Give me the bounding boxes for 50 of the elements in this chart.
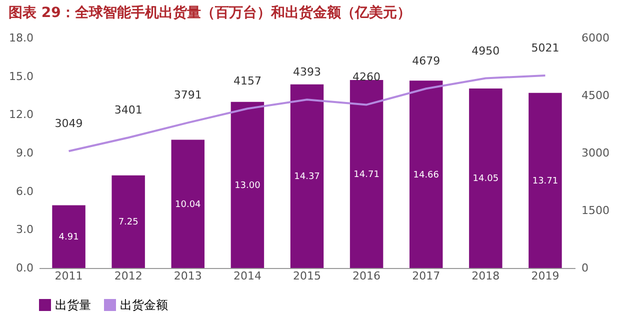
x-tick-label: 2016 — [352, 270, 381, 282]
x-tick-label: 2011 — [54, 270, 83, 282]
bar — [350, 80, 384, 268]
x-tick-label: 2013 — [174, 270, 202, 282]
y-tick-label: 18.0 — [9, 32, 34, 44]
y2-tick-label: 0 — [582, 262, 588, 274]
legend-label: 出货金额 — [120, 298, 168, 312]
data-label: 7.25 — [118, 218, 138, 228]
data-label: 3049 — [54, 117, 83, 130]
data-label: 14.05 — [472, 174, 499, 184]
x-tick-label: 2012 — [114, 270, 142, 282]
bar — [112, 175, 145, 268]
y2-tick-label: 4500 — [582, 89, 610, 102]
data-label: 10.04 — [175, 200, 202, 210]
x-tick-label: 2014 — [233, 270, 262, 282]
y-tick-label: 12.0 — [9, 108, 34, 122]
data-label: 3791 — [174, 88, 202, 102]
y-tick-label: 0.0 — [16, 262, 34, 274]
x-tick-label: 2015 — [293, 270, 321, 282]
bar — [290, 84, 324, 268]
bar — [52, 205, 86, 268]
data-label: 13.71 — [532, 176, 558, 186]
data-label: 4157 — [233, 74, 262, 88]
y2-tick-label: 1500 — [582, 204, 610, 217]
data-label: 5021 — [531, 42, 560, 55]
data-label: 4.91 — [58, 232, 79, 243]
bar — [171, 140, 205, 268]
data-label: 4950 — [472, 44, 500, 58]
data-label: 14.71 — [354, 170, 380, 180]
chart-title: 图表 29：全球智能手机出货量（百万台）和出货金额（亿美元） — [8, 4, 411, 21]
x-tick-label: 2019 — [531, 270, 560, 282]
bar — [469, 88, 502, 268]
x-tick-label: 2017 — [412, 270, 440, 282]
y-tick-label: 9.0 — [16, 146, 34, 160]
data-label: 4679 — [412, 54, 440, 68]
y-tick-label: 15.0 — [9, 70, 34, 83]
data-label: 14.66 — [413, 170, 440, 180]
data-label: 14.37 — [294, 172, 320, 182]
y-tick-label: 6.0 — [16, 184, 34, 198]
data-label: 13.00 — [234, 180, 261, 191]
y2-tick-label: 3000 — [582, 146, 610, 160]
bar — [409, 80, 443, 268]
bar — [230, 102, 264, 268]
y2-tick-label: 6000 — [582, 32, 610, 44]
bar — [528, 92, 562, 268]
legend-label: 出货量 — [55, 298, 91, 312]
x-tick-label: 2018 — [472, 270, 500, 282]
y-tick-label: 3.0 — [16, 223, 34, 236]
data-label: 3401 — [114, 104, 142, 117]
data-label: 4393 — [293, 66, 321, 79]
